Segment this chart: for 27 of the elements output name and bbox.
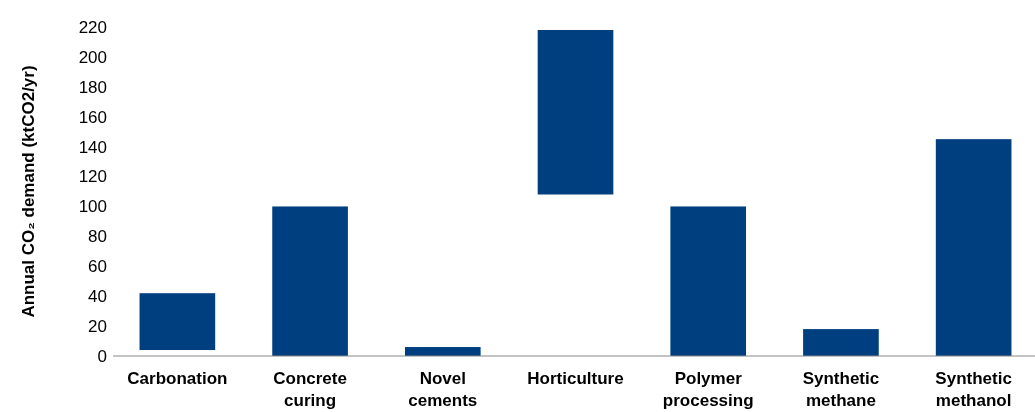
y-tick-label: 100 — [78, 197, 107, 217]
y-axis-title: Annual CO₂ demand (ktCO2/yr) — [19, 65, 38, 318]
y-tick-label: 120 — [78, 167, 107, 187]
y-tick-label: 140 — [78, 137, 107, 157]
y-tick-label: 80 — [88, 227, 107, 247]
bar — [803, 329, 879, 356]
x-tick-label: Synthetic methanol — [935, 369, 1012, 410]
y-tick-label: 180 — [78, 77, 107, 97]
x-tick-label: Novel cements — [408, 369, 478, 410]
bar — [935, 139, 1012, 356]
bar — [537, 29, 614, 195]
y-tick-label: 0 — [97, 346, 107, 366]
x-tick-label: Concrete curing — [273, 369, 347, 410]
bar — [670, 206, 747, 356]
y-tick-label: 200 — [78, 47, 107, 67]
x-tick-label: Polymer processing — [662, 369, 754, 410]
y-tick-label: 160 — [78, 107, 107, 127]
x-tick-label: Horticulture — [527, 369, 624, 388]
x-tick-label: Carbonation — [127, 369, 228, 388]
y-tick-label: 40 — [88, 287, 107, 307]
y-tick-label: 20 — [88, 317, 107, 337]
bar — [272, 206, 348, 356]
bar — [139, 293, 216, 351]
y-tick-label: 220 — [78, 17, 107, 37]
bar — [404, 347, 481, 356]
y-tick-label: 60 — [88, 257, 107, 277]
x-tick-label: Synthetic methane — [802, 369, 880, 410]
